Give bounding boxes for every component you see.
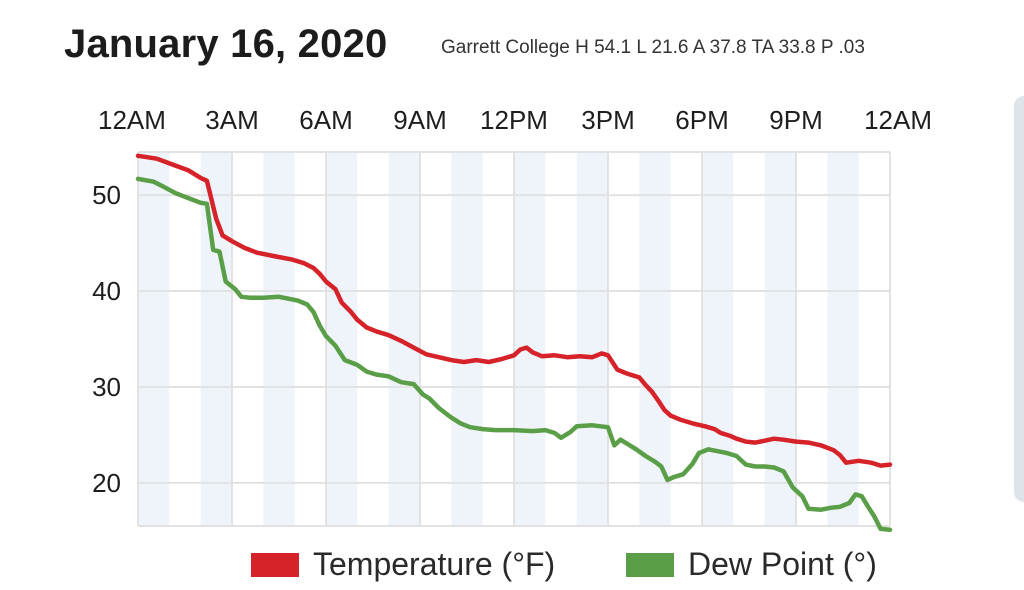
- page-title: January 16, 2020: [64, 22, 388, 66]
- x-axis-tick-labels: 12AM 3AM 6AM 9AM 12PM 3PM 6PM 9PM 12AM: [98, 105, 932, 135]
- x-tick-label: 9AM: [393, 105, 446, 135]
- x-tick-label: 9PM: [769, 105, 822, 135]
- y-axis-tick-labels: 20 30 40 50: [92, 180, 121, 498]
- legend-label-temperature: Temperature (°F): [313, 546, 556, 582]
- x-tick-label: 3AM: [205, 105, 258, 135]
- hour-band: [702, 152, 734, 526]
- hour-band: [764, 152, 796, 526]
- temperature-line: [135, 153, 893, 468]
- weather-line-chart: 12AM 3AM 6AM 9AM 12PM 3PM 6PM 9PM 12AM 20 30 40 50: [92, 105, 932, 533]
- chart-legend: Temperature (°F) Dew Point (°): [0, 546, 1024, 590]
- hour-band: [827, 152, 859, 526]
- legend-label-dewpoint: Dew Point (°): [688, 546, 877, 582]
- x-tick-label: 12AM: [98, 105, 166, 135]
- x-tick-label: 6PM: [675, 105, 728, 135]
- x-tick-label: 12AM: [864, 105, 932, 135]
- x-tick-label: 6AM: [299, 105, 352, 135]
- hour-band: [451, 152, 483, 526]
- hour-band: [138, 152, 170, 526]
- y-tick-label: 20: [92, 468, 121, 498]
- legend-item-dewpoint[interactable]: Dew Point (°): [626, 546, 877, 583]
- y-tick-label: 50: [92, 180, 121, 210]
- x-tick-label: 12PM: [480, 105, 548, 135]
- y-tick-label: 30: [92, 372, 121, 402]
- grid-lines: [137, 151, 891, 527]
- dewpoint-swatch: [626, 552, 674, 577]
- temperature-swatch: [251, 552, 299, 577]
- hour-band: [514, 152, 546, 526]
- y-tick-label: 40: [92, 276, 121, 306]
- dewpoint-line: [135, 176, 893, 533]
- hour-band: [639, 152, 671, 526]
- x-tick-label: 3PM: [581, 105, 634, 135]
- hour-band: [263, 152, 295, 526]
- series-lines: [135, 153, 893, 533]
- legend-item-temperature[interactable]: Temperature (°F): [251, 546, 555, 583]
- hour-band: [576, 152, 608, 526]
- station-summary: Garrett College H 54.1 L 21.6 A 37.8 TA …: [441, 37, 865, 58]
- side-panel-edge[interactable]: [1014, 96, 1024, 502]
- hour-band-shading: [138, 152, 859, 526]
